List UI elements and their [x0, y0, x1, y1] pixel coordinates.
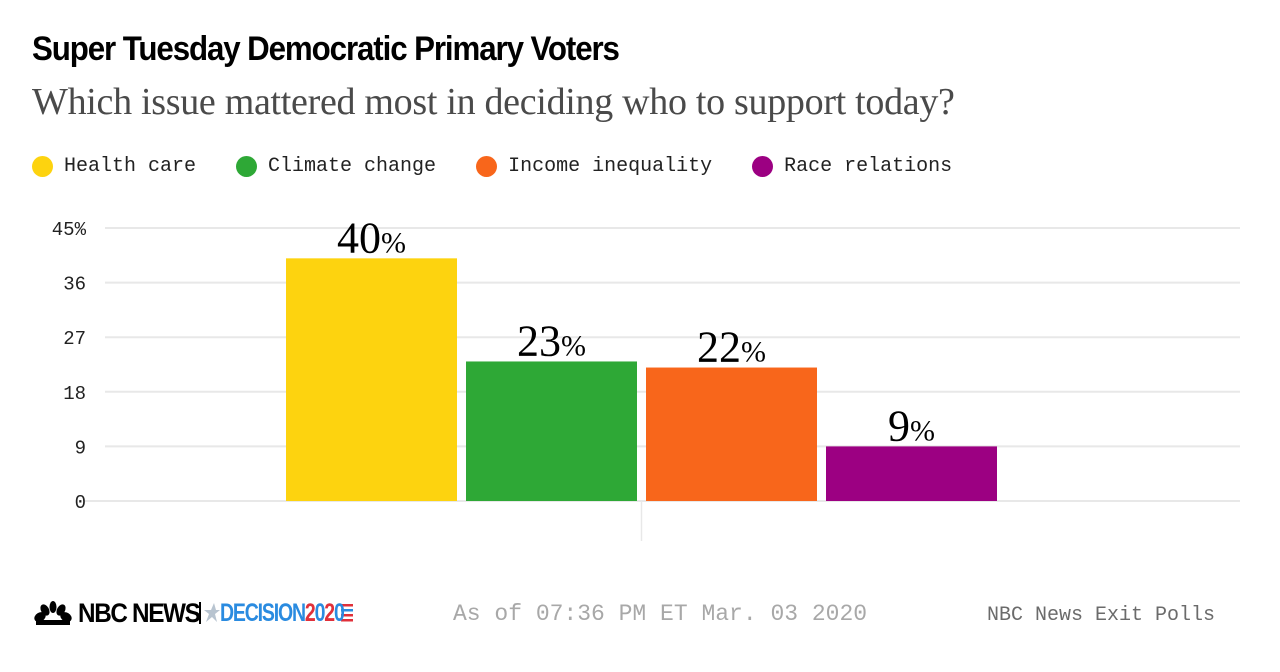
data-label-suffix: %: [741, 336, 766, 369]
data-label-value: 22: [697, 323, 741, 372]
bar-income-inequality[interactable]: [646, 367, 817, 501]
y-tick-label: 0: [75, 492, 86, 514]
data-label-suffix: %: [561, 329, 586, 362]
bar-health-care[interactable]: [286, 258, 457, 501]
legend-item-health-care[interactable]: Health care: [32, 155, 196, 178]
data-label-value: 23: [517, 316, 561, 365]
legend-label: Health care: [64, 155, 197, 178]
data-label: 22%: [697, 323, 766, 372]
y-tick-label: 36: [63, 274, 86, 296]
legend-item-race-relations[interactable]: Race relations: [752, 155, 952, 178]
year-digit: 2: [304, 598, 316, 627]
flag-stripes-icon: [341, 604, 354, 622]
decision-word: DECISION: [220, 598, 306, 627]
legend-swatch: [236, 156, 258, 177]
legend-swatch: [32, 156, 53, 177]
data-label-value: 9: [888, 401, 910, 450]
legend-item-climate-change[interactable]: Climate change: [236, 155, 436, 178]
data-labels: 40%23% 22%9%: [337, 213, 935, 450]
decision-2020-logo: DECISION 2 0 2 0: [220, 598, 345, 628]
year-digit: 2: [324, 598, 335, 627]
legend-label: Income inequality: [508, 155, 713, 178]
data-label-value: 40: [337, 213, 381, 262]
chart-title: Super Tuesday Democratic Primary Voters: [32, 30, 620, 68]
legend: Health care Climate change Income inequa…: [32, 155, 992, 178]
y-tick-label: 45%: [52, 219, 87, 241]
data-label: 9%: [888, 401, 935, 450]
year-digit: 0: [333, 598, 345, 627]
data-label: 40%: [337, 213, 406, 262]
bars: [286, 258, 997, 501]
source-credit: NBC News Exit Polls: [987, 604, 1216, 627]
legend-item-income-inequality[interactable]: Income inequality: [476, 155, 712, 178]
nbc-news-logo: NBC NEWS DECISION 2 0 2 0: [32, 598, 354, 628]
bar-race-relations[interactable]: [826, 446, 997, 501]
nbc-news-wordmark: NBC NEWS: [78, 597, 201, 628]
data-label-suffix: %: [381, 226, 406, 259]
y-axis-ticks: 0 9 18 27 36 45%: [52, 219, 87, 514]
peacock-icon: [34, 601, 72, 625]
year-digit: 0: [314, 598, 326, 627]
y-tick-label: 18: [63, 383, 86, 405]
legend-label: Race relations: [784, 155, 953, 178]
bar-climate-change[interactable]: [466, 361, 637, 501]
legend-label: Climate change: [268, 155, 437, 178]
footer: NBC NEWS DECISION 2 0 2 0 As of 07:36 PM ET …: [32, 598, 1262, 628]
chart-subtitle: Which issue mattered most in deciding wh…: [32, 81, 955, 123]
timestamp: As of 07:36 PM ET Mar. 03 2020: [453, 601, 868, 627]
y-tick-label: 27: [63, 328, 86, 350]
data-label: 23%: [517, 316, 586, 365]
legend-swatch: [752, 156, 774, 177]
data-label-suffix: %: [910, 414, 935, 447]
star-icon: [204, 603, 220, 622]
y-tick-label: 9: [75, 437, 86, 459]
logo-divider: [199, 602, 201, 624]
legend-swatch: [476, 156, 498, 177]
